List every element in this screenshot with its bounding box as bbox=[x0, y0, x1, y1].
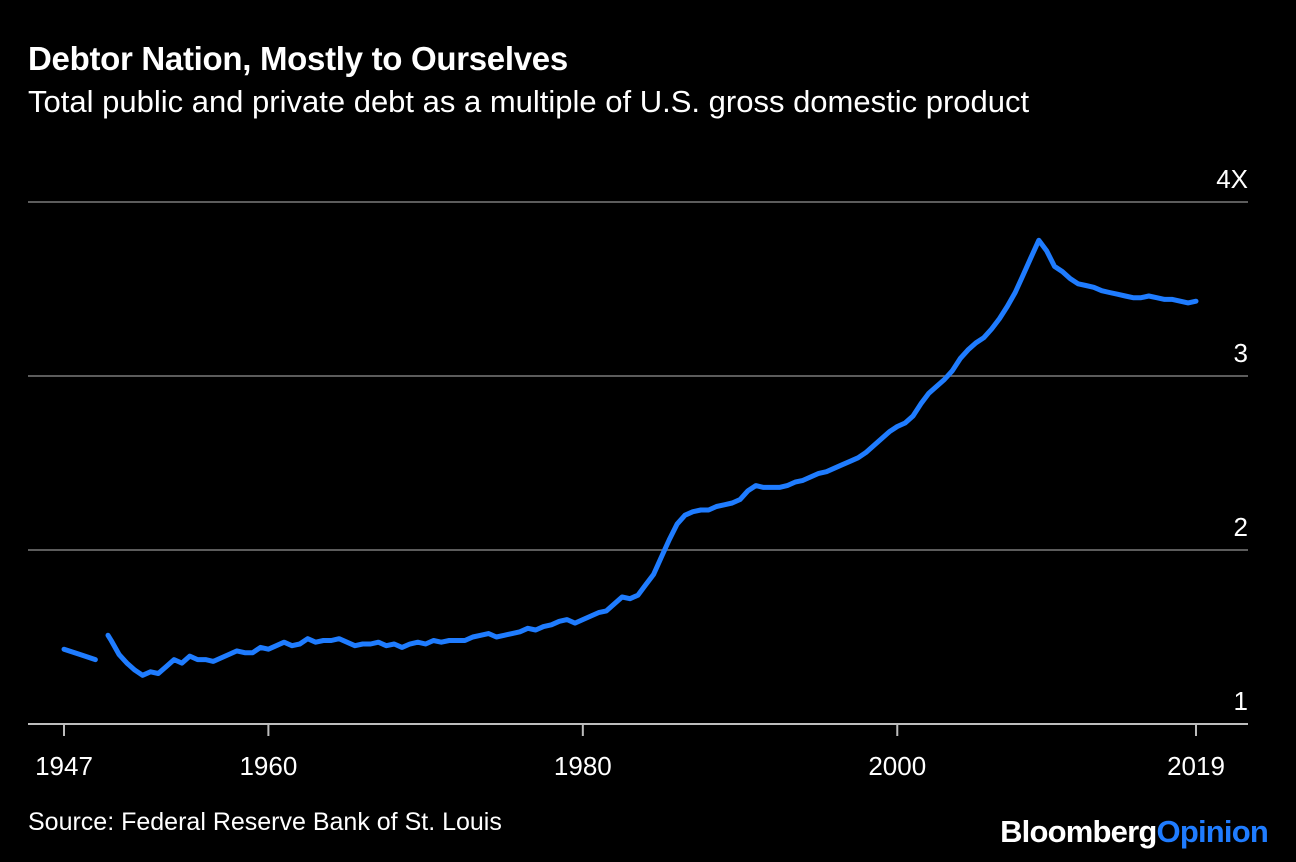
source-note: Source: Federal Reserve Bank of St. Loui… bbox=[28, 808, 502, 836]
chart-title: Debtor Nation, Mostly to Ourselves bbox=[28, 40, 568, 77]
x-tick-label-1980: 1980 bbox=[554, 751, 612, 781]
series-line-segment-1 bbox=[61, 646, 98, 663]
x-tick-label-2000: 2000 bbox=[868, 751, 926, 781]
x-tick-label-1960: 1960 bbox=[239, 751, 297, 781]
logo-brand-text: Bloomberg bbox=[1000, 814, 1157, 849]
bloomberg-opinion-logo[interactable]: BloombergOpinion bbox=[1000, 814, 1269, 850]
y-tick-label-1: 1 bbox=[1234, 686, 1248, 716]
x-tick-label-1947: 1947 bbox=[35, 751, 93, 781]
x-axis-labels: 1947 1960 1980 2000 2019 bbox=[35, 751, 1225, 781]
gridlines bbox=[28, 201, 1248, 551]
chart-subtitle: Total public and private debt as a multi… bbox=[28, 84, 1030, 119]
y-tick-label-2: 2 bbox=[1234, 512, 1248, 542]
y-axis-labels: 1 2 3 4X bbox=[1216, 164, 1248, 716]
series-debt-to-gdp bbox=[61, 237, 1199, 678]
y-tick-label-4: 4X bbox=[1216, 164, 1248, 194]
series-line-segment-2 bbox=[105, 237, 1199, 678]
logo-product-text: Opinion bbox=[1156, 814, 1269, 849]
x-tick-label-2019: 2019 bbox=[1167, 751, 1225, 781]
x-axis bbox=[28, 723, 1248, 736]
y-tick-label-3: 3 bbox=[1234, 338, 1248, 368]
